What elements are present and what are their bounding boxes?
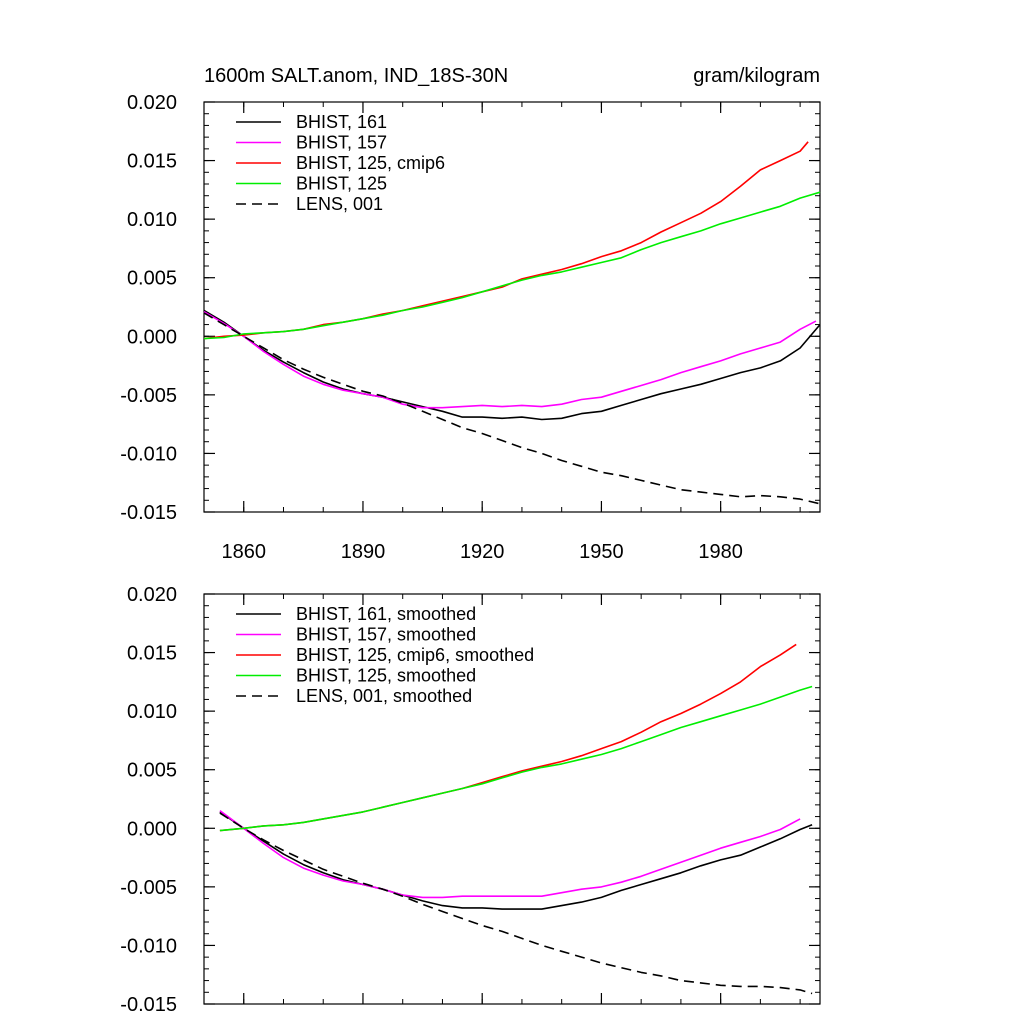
legend-label: LENS, 001: [296, 194, 383, 214]
y-tick-label: 0.015: [127, 151, 177, 173]
legend-label: BHIST, 157: [296, 133, 387, 153]
series-line: [203, 311, 817, 409]
legend-label: LENS, 001, smoothed: [296, 686, 472, 706]
plot-frame: [203, 593, 821, 1005]
series-line: [219, 685, 813, 832]
y-tick-label: -0.015: [120, 994, 177, 1016]
y-tick-label: 0.020: [127, 92, 177, 114]
y-tick-label: 0.010: [127, 701, 177, 723]
series-line: [219, 812, 813, 995]
legend-label: BHIST, 161: [296, 112, 387, 132]
legend-label: BHIST, 125, cmip6: [296, 153, 445, 173]
y-tick-label: -0.010: [120, 443, 177, 465]
series-line: [203, 191, 821, 340]
legend-label: BHIST, 125, smoothed: [296, 666, 476, 686]
legend-label: BHIST, 157, smoothed: [296, 625, 476, 645]
y-tick-label: 0.015: [127, 643, 177, 665]
y-tick-label: -0.010: [120, 935, 177, 957]
y-tick-label: 0.000: [127, 818, 177, 840]
y-tick-label: 0.005: [127, 268, 177, 290]
x-tick-label: 1890: [341, 541, 386, 563]
x-tick-label: 1860: [221, 541, 266, 563]
y-tick-label: 0.010: [127, 209, 177, 231]
x-tick-label: 1950: [579, 541, 624, 563]
series-line: [203, 309, 821, 421]
y-tick-label: -0.015: [120, 502, 177, 524]
x-tick-label: 1920: [460, 541, 505, 563]
legend-label: BHIST, 125: [296, 174, 387, 194]
y-tick-label: -0.005: [120, 385, 177, 407]
y-tick-label: 0.005: [127, 760, 177, 782]
series-line: [203, 312, 821, 505]
y-tick-label: 0.000: [127, 326, 177, 348]
series-line: [219, 811, 813, 910]
bottom-panel: -0.015 -0.010 -0.005 0.000 0.005 0.010 0.015 0.…: [120, 584, 821, 1016]
y-tick-label: 0.020: [127, 584, 177, 606]
legend-label: BHIST, 125, cmip6, smoothed: [296, 645, 534, 665]
series-line: [219, 810, 801, 899]
chart-title: 1600m SALT.anom, IND_18S-30N: [204, 65, 508, 87]
units-label: gram/kilogram: [693, 65, 820, 87]
plot-frame: [203, 101, 821, 513]
y-tick-label: -0.005: [120, 877, 177, 899]
series-line: [203, 141, 809, 340]
top-panel: 1600m SALT.anom, IND_18S-30N gram/kilogr…: [120, 65, 821, 563]
x-tick-label: 1980: [698, 541, 743, 563]
legend-label: BHIST, 161, smoothed: [296, 604, 476, 624]
